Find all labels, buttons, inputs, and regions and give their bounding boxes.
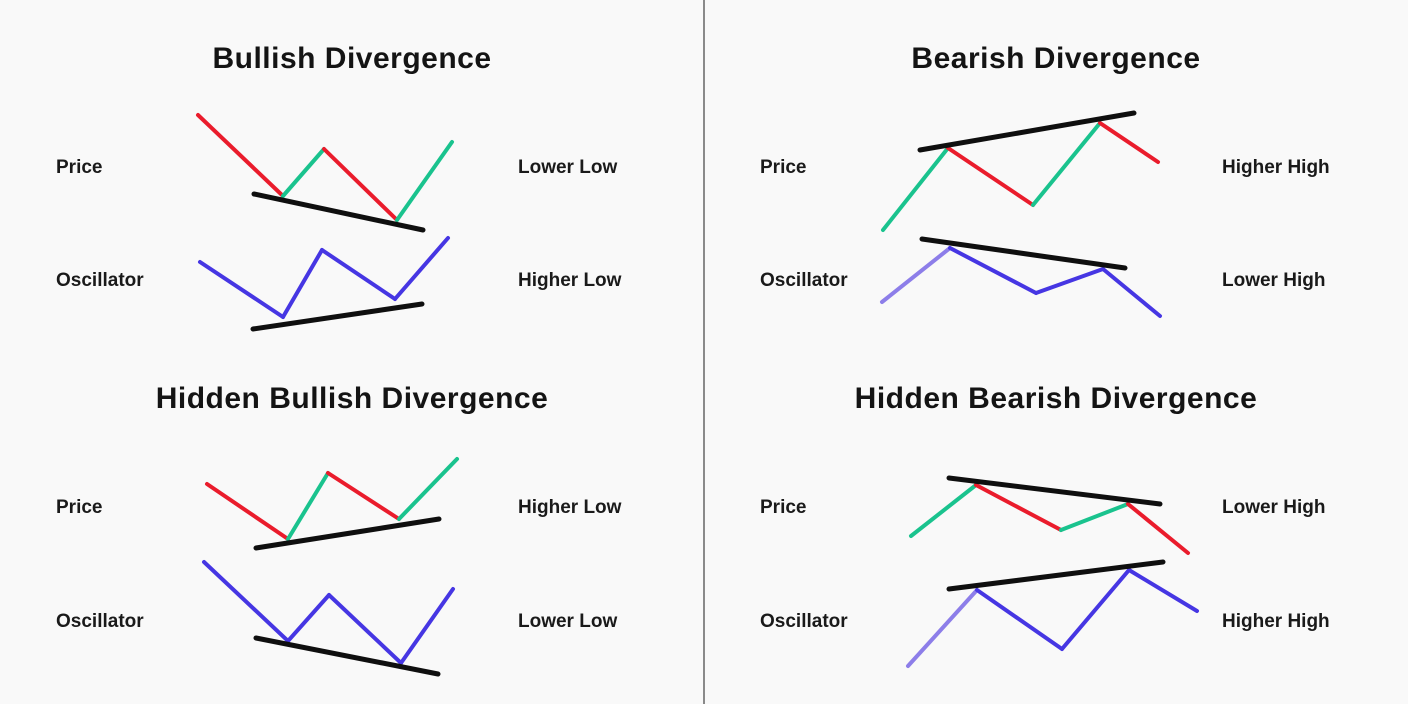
panel-title: Bearish Divergence	[911, 42, 1201, 75]
price-annotation: Lower Low	[518, 157, 618, 178]
price-trendline	[253, 516, 442, 551]
price-annotation: Higher Low	[518, 497, 622, 518]
price-oscillator-chart	[906, 475, 1199, 668]
panel-bullish-divergence: Bullish Divergence Price Lower Low Oscil…	[0, 0, 704, 352]
oscillator-segment	[393, 236, 450, 301]
oscillator-segment	[327, 593, 403, 665]
panel-bearish-divergence: Bearish Divergence Price Higher High Osc…	[704, 0, 1408, 352]
oscillator-label: Oscillator	[760, 611, 848, 632]
price-annotation: Lower High	[1222, 497, 1326, 518]
oscillator-segment	[1101, 267, 1162, 318]
price-segment	[205, 482, 290, 541]
oscillator-annotation: Higher Low	[518, 270, 622, 291]
oscillator-segment	[1034, 267, 1105, 295]
price-label: Price	[760, 157, 807, 178]
price-trendline	[917, 110, 1137, 153]
price-segment	[974, 483, 1063, 532]
price-segment	[395, 140, 454, 222]
oscillator-label: Oscillator	[56, 270, 144, 291]
price-label: Price	[56, 157, 103, 178]
price-segment	[909, 483, 978, 538]
center-divider	[703, 0, 705, 704]
panel-hidden-bullish-divergence: Hidden Bullish Divergence Price Higher L…	[0, 352, 704, 704]
oscillator-segment	[906, 588, 979, 668]
price-segment	[881, 146, 950, 232]
oscillator-trendline	[919, 236, 1128, 271]
price-oscillator-chart	[196, 113, 454, 332]
price-label: Price	[56, 497, 103, 518]
price-oscillator-chart	[880, 110, 1162, 318]
oscillator-segment	[202, 560, 290, 643]
oscillator-trendline	[250, 301, 425, 332]
oscillator-label: Oscillator	[56, 611, 144, 632]
price-segment	[326, 471, 401, 521]
price-oscillator-chart	[202, 457, 459, 677]
oscillator-segment	[281, 248, 324, 319]
price-annotation: Higher High	[1222, 157, 1330, 178]
price-segment	[946, 146, 1035, 207]
panel-title: Bullish Divergence	[212, 42, 492, 75]
price-segment	[1059, 502, 1130, 532]
price-label: Price	[760, 497, 807, 518]
price-segment	[322, 147, 399, 222]
price-segment	[196, 113, 285, 198]
price-segment	[286, 471, 330, 541]
price-segment	[281, 147, 326, 198]
oscillator-segment	[975, 588, 1064, 651]
price-segment	[397, 457, 459, 521]
oscillator-annotation: Lower High	[1222, 270, 1326, 291]
oscillator-annotation: Lower Low	[518, 611, 618, 632]
oscillator-segment	[1060, 568, 1131, 651]
price-segment	[1098, 121, 1160, 164]
price-segment	[1031, 121, 1102, 207]
oscillator-segment	[286, 593, 331, 643]
panel-hidden-bearish-divergence: Hidden Bearish Divergence Price Lower Hi…	[704, 352, 1408, 704]
price-trendline	[251, 191, 426, 233]
price-trendline	[946, 475, 1163, 507]
oscillator-trendline	[253, 635, 441, 677]
oscillator-segment	[948, 246, 1038, 295]
panel-title: Hidden Bearish Divergence	[854, 382, 1258, 415]
oscillator-segment	[399, 587, 455, 665]
price-segment	[1126, 502, 1190, 555]
oscillator-segment	[320, 248, 397, 301]
oscillator-annotation: Higher High	[1222, 611, 1330, 632]
oscillator-segment	[880, 246, 952, 304]
oscillator-segment	[198, 260, 285, 319]
oscillator-trendline	[946, 559, 1166, 592]
panel-title: Hidden Bullish Divergence	[155, 382, 549, 415]
oscillator-label: Oscillator	[760, 270, 848, 291]
oscillator-segment	[1127, 568, 1199, 613]
